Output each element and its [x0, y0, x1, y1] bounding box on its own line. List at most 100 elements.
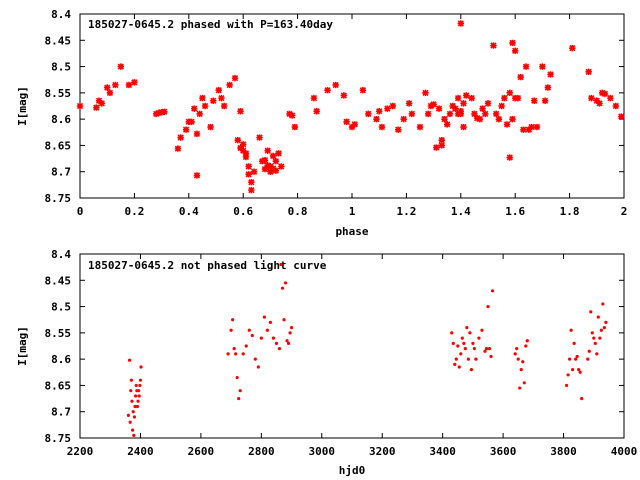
- data-point: [474, 357, 478, 361]
- data-point: [256, 134, 263, 141]
- data-point: [454, 94, 462, 102]
- data-point: [400, 115, 407, 123]
- y-tick-label: 8.6: [51, 113, 71, 126]
- data-point: [598, 336, 602, 340]
- data-point: [601, 90, 609, 98]
- data-point: [525, 126, 532, 133]
- data-point: [604, 320, 608, 324]
- y-tick-label: 8.65: [45, 139, 72, 152]
- data-point: [245, 163, 252, 170]
- data-point: [210, 97, 217, 104]
- x-axis-label: hjd0: [339, 464, 366, 477]
- data-point: [580, 396, 584, 401]
- data-point: [531, 97, 538, 104]
- data-point: [313, 108, 320, 115]
- y-axis-label: I[mag]: [16, 86, 29, 126]
- data-point: [226, 352, 230, 356]
- y-tick-label: 8.75: [45, 192, 72, 205]
- data-point: [450, 331, 454, 335]
- data-point: [501, 94, 508, 102]
- data-point: [125, 81, 133, 89]
- data-point: [126, 413, 130, 417]
- data-point: [596, 315, 600, 319]
- data-point: [514, 94, 522, 102]
- data-point: [489, 354, 493, 359]
- data-point: [435, 105, 443, 112]
- data-point: [261, 156, 269, 164]
- data-point: [524, 344, 528, 348]
- data-point: [569, 44, 576, 52]
- data-point: [238, 389, 242, 393]
- y-tick-label: 8.6: [51, 353, 71, 366]
- x-tick-label: 3000: [309, 445, 336, 458]
- y-tick-label: 8.5: [51, 301, 71, 314]
- y-tick-label: 8.55: [45, 87, 72, 100]
- data-point: [449, 102, 456, 110]
- data-point: [484, 347, 489, 351]
- data-point: [564, 383, 569, 388]
- data-point: [599, 89, 606, 97]
- data-point: [268, 320, 272, 324]
- data-point: [602, 326, 606, 330]
- data-point: [278, 163, 285, 170]
- data-point: [424, 110, 432, 118]
- data-point: [274, 341, 279, 345]
- data-point: [229, 328, 233, 332]
- data-point: [282, 318, 286, 322]
- data-point: [131, 79, 138, 86]
- data-point: [261, 165, 269, 173]
- y-tick-label: 8.55: [45, 327, 72, 340]
- data-point: [441, 115, 448, 123]
- data-point: [348, 123, 356, 131]
- data-point: [395, 126, 402, 133]
- data-point: [343, 118, 350, 125]
- x-tick-label: 3400: [429, 445, 456, 458]
- data-point: [460, 100, 467, 107]
- data-point: [520, 126, 527, 133]
- data-point: [248, 179, 255, 186]
- data-point: [289, 326, 294, 330]
- data-point: [509, 39, 516, 47]
- data-point: [599, 328, 603, 332]
- data-point: [112, 81, 119, 89]
- data-point: [279, 262, 283, 267]
- data-point: [486, 304, 490, 309]
- data-point: [247, 328, 251, 332]
- data-point: [191, 105, 198, 112]
- data-point: [182, 126, 190, 133]
- data-point: [456, 344, 460, 348]
- data-point: [490, 289, 495, 293]
- data-point: [161, 108, 168, 115]
- data-point: [271, 336, 276, 340]
- data-point: [129, 378, 133, 382]
- data-point: [129, 389, 133, 393]
- data-point: [577, 368, 581, 372]
- data-point: [515, 347, 519, 351]
- data-point: [569, 328, 573, 332]
- data-point: [285, 339, 289, 343]
- chart-title: 185027-0645.2 phased with P=163.40day: [88, 18, 333, 31]
- data-point: [575, 354, 579, 359]
- data-point: [98, 100, 105, 107]
- x-tick-label: 1.4: [451, 205, 471, 218]
- data-point: [539, 63, 546, 70]
- data-point: [244, 344, 248, 348]
- data-point: [359, 87, 367, 94]
- data-point: [237, 396, 241, 401]
- x-tick-label: 0.6: [233, 205, 253, 218]
- data-point: [139, 365, 143, 369]
- data-point: [259, 158, 266, 165]
- data-point: [241, 352, 245, 356]
- data-point: [234, 136, 241, 144]
- data-point: [457, 365, 461, 369]
- data-point: [578, 370, 582, 374]
- data-point: [522, 63, 530, 70]
- data-point: [607, 94, 614, 102]
- data-point: [506, 154, 513, 161]
- data-point: [471, 110, 478, 118]
- data-point: [476, 115, 484, 123]
- data-point: [516, 357, 520, 361]
- data-point: [457, 110, 464, 118]
- data-point: [76, 102, 84, 110]
- y-tick-label: 8.4: [51, 248, 71, 261]
